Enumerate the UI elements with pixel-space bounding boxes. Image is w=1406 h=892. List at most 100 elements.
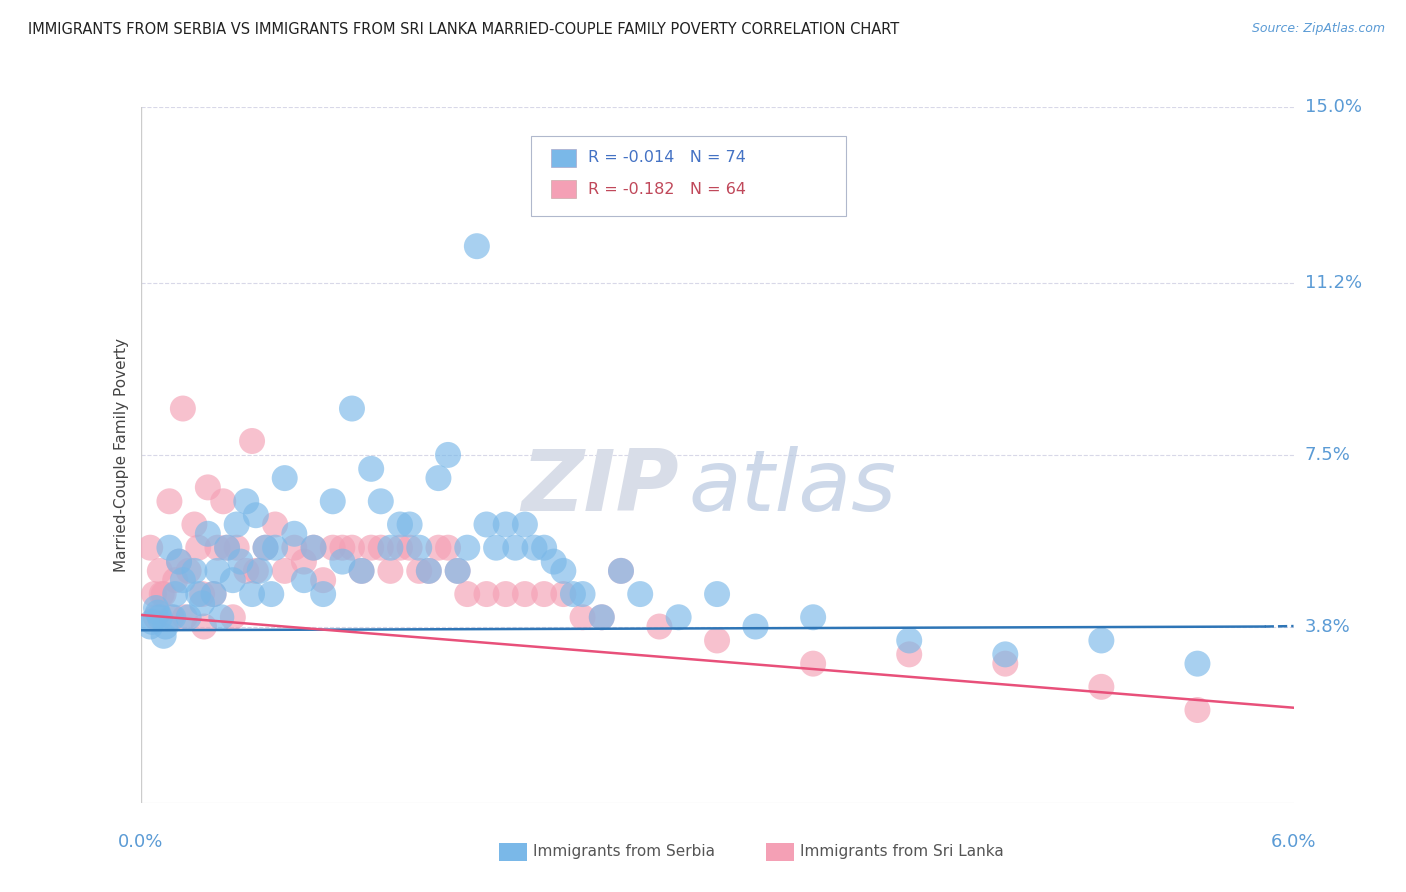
Point bbox=[447, 564, 470, 578]
Point bbox=[191, 596, 214, 610]
Text: 0.0%: 0.0% bbox=[118, 833, 163, 851]
Point bbox=[523, 541, 546, 555]
Point bbox=[264, 541, 287, 555]
Point bbox=[398, 541, 420, 555]
Point bbox=[898, 648, 921, 662]
Point bbox=[177, 564, 200, 578]
Point bbox=[191, 587, 214, 601]
Point bbox=[543, 555, 565, 569]
Point bbox=[254, 541, 277, 555]
Point bbox=[173, 610, 195, 624]
Point bbox=[139, 619, 162, 633]
Point bbox=[245, 508, 267, 523]
Point bbox=[1187, 703, 1209, 717]
Point bbox=[222, 610, 245, 624]
Point bbox=[360, 541, 382, 555]
Point bbox=[292, 573, 315, 587]
Point bbox=[418, 564, 440, 578]
Point bbox=[155, 619, 177, 633]
Point bbox=[610, 564, 633, 578]
Point bbox=[350, 564, 373, 578]
Point bbox=[235, 564, 257, 578]
Text: 6.0%: 6.0% bbox=[1271, 833, 1316, 851]
Point bbox=[475, 517, 498, 532]
Point bbox=[610, 564, 633, 578]
Point bbox=[427, 541, 450, 555]
Point bbox=[139, 541, 162, 555]
Point bbox=[706, 633, 728, 648]
Point bbox=[193, 619, 215, 633]
Point bbox=[254, 541, 277, 555]
Point bbox=[994, 657, 1017, 671]
Point bbox=[283, 526, 305, 541]
Point bbox=[898, 633, 921, 648]
Point bbox=[388, 517, 412, 532]
Text: IMMIGRANTS FROM SERBIA VS IMMIGRANTS FROM SRI LANKA MARRIED-COUPLE FAMILY POVERT: IMMIGRANTS FROM SERBIA VS IMMIGRANTS FRO… bbox=[28, 22, 900, 37]
Point bbox=[217, 541, 239, 555]
Point bbox=[465, 239, 488, 253]
Text: R = -0.182   N = 64: R = -0.182 N = 64 bbox=[588, 182, 745, 196]
Text: ZIP: ZIP bbox=[522, 446, 679, 529]
Point bbox=[145, 601, 167, 615]
Point bbox=[167, 555, 190, 569]
Point bbox=[150, 587, 173, 601]
Point bbox=[264, 517, 287, 532]
Point bbox=[217, 541, 239, 555]
Point bbox=[447, 564, 470, 578]
Text: atlas: atlas bbox=[689, 446, 896, 529]
Point bbox=[197, 480, 219, 494]
Point bbox=[274, 471, 297, 485]
Point bbox=[380, 541, 402, 555]
Point bbox=[207, 564, 229, 578]
Point bbox=[302, 541, 325, 555]
Text: R = -0.014   N = 74: R = -0.014 N = 74 bbox=[588, 151, 745, 165]
Point bbox=[159, 541, 180, 555]
Point bbox=[427, 471, 450, 485]
Point bbox=[146, 606, 169, 620]
Point bbox=[332, 555, 354, 569]
Text: 3.8%: 3.8% bbox=[1305, 617, 1350, 635]
Point bbox=[668, 610, 690, 624]
Point bbox=[207, 541, 229, 555]
Point bbox=[177, 610, 200, 624]
Point bbox=[260, 587, 283, 601]
Point bbox=[209, 610, 232, 624]
Point bbox=[571, 610, 593, 624]
Point bbox=[370, 541, 392, 555]
Point bbox=[1090, 633, 1112, 648]
Point bbox=[187, 587, 209, 601]
Y-axis label: Married-Couple Family Poverty: Married-Couple Family Poverty bbox=[114, 338, 129, 572]
Point bbox=[591, 610, 613, 624]
Point bbox=[165, 587, 187, 601]
Point bbox=[225, 541, 247, 555]
Point bbox=[229, 555, 252, 569]
Text: 15.0%: 15.0% bbox=[1305, 98, 1361, 116]
Point bbox=[160, 610, 183, 624]
Point bbox=[437, 541, 460, 555]
Point bbox=[380, 564, 402, 578]
Text: 7.5%: 7.5% bbox=[1305, 446, 1351, 464]
Point bbox=[801, 610, 824, 624]
Point bbox=[437, 448, 460, 462]
Point bbox=[408, 541, 430, 555]
Point bbox=[249, 564, 271, 578]
Point bbox=[513, 517, 536, 532]
Point bbox=[648, 619, 671, 633]
Point bbox=[408, 564, 430, 578]
Point bbox=[212, 494, 235, 508]
Point bbox=[553, 587, 575, 601]
Point bbox=[340, 541, 363, 555]
Point bbox=[312, 587, 335, 601]
Point bbox=[456, 541, 478, 555]
Point bbox=[495, 587, 517, 601]
Point bbox=[322, 494, 344, 508]
Point bbox=[591, 610, 613, 624]
Point bbox=[165, 573, 187, 587]
Point bbox=[152, 629, 174, 643]
Point bbox=[744, 619, 766, 633]
Point bbox=[340, 401, 363, 416]
Point bbox=[162, 610, 184, 624]
Point bbox=[485, 541, 508, 555]
Point bbox=[225, 517, 247, 532]
Point bbox=[628, 587, 651, 601]
